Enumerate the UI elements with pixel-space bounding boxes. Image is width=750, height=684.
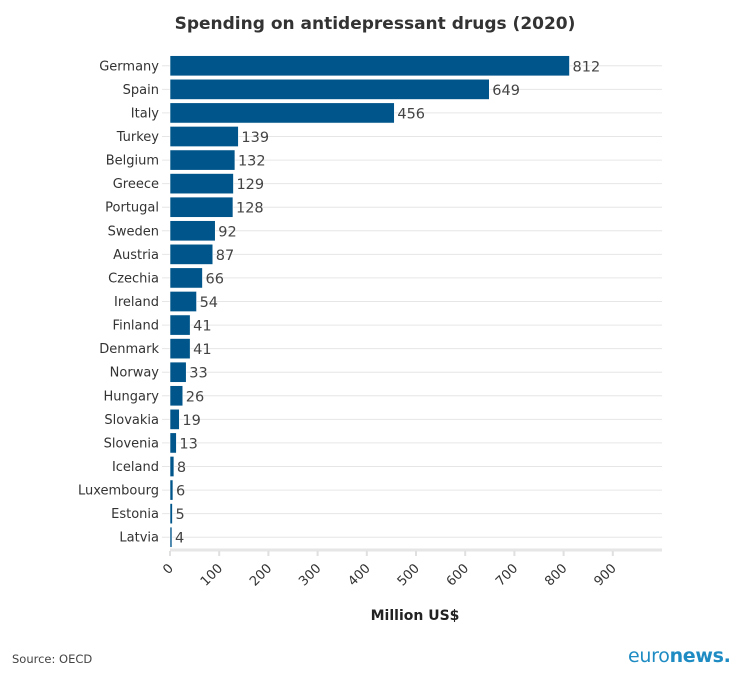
value-label: 41 <box>193 342 211 358</box>
value-label: 649 <box>492 83 520 99</box>
value-label: 26 <box>186 389 204 405</box>
category-label: Slovenia <box>104 436 159 451</box>
value-label: 139 <box>241 130 269 146</box>
bar <box>169 432 177 454</box>
x-tick-label: 900 <box>591 561 619 589</box>
x-tick-label: 400 <box>345 561 373 589</box>
category-label: Italy <box>131 106 160 121</box>
category-labels: Germany Spain Italy Turkey Belgium Greece Port… <box>78 59 159 545</box>
logo-bold: news. <box>669 645 731 667</box>
category-label: Turkey <box>116 130 160 145</box>
category-label: Luxembourg <box>78 484 159 499</box>
value-label: 13 <box>179 436 197 452</box>
x-tick-label: 700 <box>493 561 521 589</box>
value-label: 41 <box>193 319 211 335</box>
category-label: Belgium <box>106 154 159 169</box>
value-label: 8 <box>177 460 186 476</box>
category-label: Sweden <box>108 224 159 239</box>
value-label: 6 <box>176 484 185 500</box>
category-label: Czechia <box>108 271 159 286</box>
bar <box>169 196 234 218</box>
euronews-logo: euronews. <box>628 645 731 667</box>
category-label: Spain <box>123 83 159 98</box>
value-label: 5 <box>175 507 184 523</box>
category-label: Norway <box>110 366 160 381</box>
bar <box>169 243 214 265</box>
gridlines <box>162 65 662 538</box>
category-label: Ireland <box>114 295 159 310</box>
bar <box>169 267 203 289</box>
value-label: 129 <box>236 177 264 193</box>
category-label: Hungary <box>103 389 159 404</box>
logo-light: euro <box>628 645 670 667</box>
bar <box>169 126 239 147</box>
bar <box>169 385 184 407</box>
value-label: 4 <box>175 531 184 547</box>
x-axis: 0 100 200 300 400 500 600 700 800 900 <box>160 548 662 589</box>
x-tick-label: 200 <box>247 561 275 589</box>
bar <box>169 479 174 501</box>
x-tick-label: 500 <box>395 561 423 589</box>
value-label: 66 <box>205 271 223 287</box>
value-labels: 8126494561391321291289287665441413326191… <box>175 59 600 546</box>
bar <box>169 503 173 525</box>
bars <box>169 55 570 548</box>
value-label: 128 <box>236 201 264 217</box>
bar <box>169 149 236 171</box>
category-label: Denmark <box>99 342 159 357</box>
category-label: Estonia <box>111 507 159 522</box>
x-tick-label: 300 <box>296 561 324 589</box>
category-label: Finland <box>113 319 159 334</box>
category-label: Austria <box>113 248 159 263</box>
category-label: Greece <box>113 177 159 192</box>
value-label: 19 <box>182 413 200 429</box>
x-tick-label: 0 <box>160 561 176 577</box>
bar <box>169 361 187 383</box>
category-label: Iceland <box>112 460 159 475</box>
value-label: 92 <box>218 224 236 240</box>
x-tick-label: 600 <box>444 561 472 589</box>
x-tick-label: 100 <box>198 561 226 589</box>
value-label: 132 <box>238 154 266 170</box>
bar <box>169 291 197 312</box>
bar <box>169 456 175 477</box>
value-label: 54 <box>200 295 218 311</box>
source-note: Source: OECD <box>12 652 93 666</box>
bar <box>169 338 191 360</box>
category-label: Slovakia <box>104 413 159 428</box>
bar <box>169 173 234 195</box>
chart-title: Spending on antidepressant drugs (2020) <box>174 14 576 34</box>
value-label: 812 <box>573 59 601 75</box>
category-label: Germany <box>99 59 159 74</box>
x-tick-label: 800 <box>542 561 570 589</box>
bar <box>169 55 570 77</box>
value-label: 33 <box>189 366 207 382</box>
value-label: 456 <box>397 106 425 122</box>
category-label: Latvia <box>119 531 159 546</box>
bar <box>169 220 216 242</box>
bar <box>169 102 395 124</box>
category-label: Portugal <box>105 201 159 216</box>
x-axis-label: Million US$ <box>371 608 460 624</box>
value-label: 87 <box>216 248 234 264</box>
bar <box>169 408 180 430</box>
bar <box>169 314 191 336</box>
bar <box>169 78 490 100</box>
bar <box>169 526 173 548</box>
